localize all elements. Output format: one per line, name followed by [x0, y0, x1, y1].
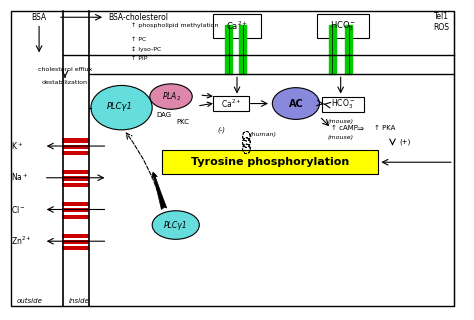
- Text: ↕ lyso-PC: ↕ lyso-PC: [131, 46, 161, 52]
- FancyBboxPatch shape: [162, 150, 378, 174]
- FancyBboxPatch shape: [213, 96, 249, 111]
- Text: Ca$^{2+}$: Ca$^{2+}$: [221, 97, 242, 110]
- FancyBboxPatch shape: [62, 170, 89, 174]
- Text: K$^+$: K$^+$: [11, 140, 23, 152]
- Text: (mouse): (mouse): [328, 119, 354, 124]
- Text: HCO$_3^-$: HCO$_3^-$: [330, 20, 356, 33]
- FancyBboxPatch shape: [62, 208, 89, 212]
- Ellipse shape: [150, 84, 192, 109]
- Text: (-): (-): [218, 126, 226, 133]
- Ellipse shape: [152, 211, 199, 239]
- Text: ROS: ROS: [433, 23, 449, 32]
- Text: Tyrosine phosphorylation: Tyrosine phosphorylation: [191, 157, 349, 167]
- Text: ↑ phospholipid methylation: ↑ phospholipid methylation: [131, 22, 219, 28]
- Text: ↑ PIP: ↑ PIP: [131, 56, 147, 61]
- Text: Ca$^{2+}$: Ca$^{2+}$: [226, 20, 248, 32]
- Text: outside: outside: [17, 298, 43, 304]
- Text: destabilization: destabilization: [42, 80, 88, 85]
- Ellipse shape: [91, 85, 152, 130]
- Text: (mouse): (mouse): [328, 135, 354, 140]
- Text: cholesterol efflux: cholesterol efflux: [38, 67, 92, 72]
- Text: Cl$^-$: Cl$^-$: [11, 204, 26, 215]
- Text: (human): (human): [249, 132, 276, 137]
- Text: ↑ cAMP: ↑ cAMP: [331, 125, 358, 131]
- FancyBboxPatch shape: [317, 14, 369, 38]
- Text: Na$^+$: Na$^+$: [11, 172, 28, 183]
- FancyBboxPatch shape: [62, 215, 89, 219]
- Ellipse shape: [273, 88, 319, 119]
- FancyBboxPatch shape: [62, 151, 89, 155]
- Text: ↑ PC: ↑ PC: [131, 37, 146, 42]
- FancyBboxPatch shape: [62, 177, 89, 180]
- Text: ↑ PKA: ↑ PKA: [374, 125, 395, 131]
- Text: DAG: DAG: [156, 112, 172, 117]
- Text: PLCγ1: PLCγ1: [164, 220, 188, 229]
- FancyBboxPatch shape: [62, 183, 89, 187]
- FancyBboxPatch shape: [213, 14, 261, 38]
- Text: ⇒: ⇒: [356, 123, 363, 132]
- FancyBboxPatch shape: [62, 202, 89, 206]
- FancyBboxPatch shape: [62, 139, 89, 142]
- FancyBboxPatch shape: [62, 246, 89, 251]
- FancyBboxPatch shape: [62, 145, 89, 149]
- FancyBboxPatch shape: [62, 234, 89, 238]
- FancyBboxPatch shape: [322, 97, 364, 112]
- Text: inside: inside: [69, 298, 90, 304]
- Text: PKC: PKC: [176, 118, 189, 124]
- Text: BSA: BSA: [32, 13, 46, 22]
- Text: Zn$^{2+}$: Zn$^{2+}$: [11, 235, 31, 247]
- Text: PLA$_2$: PLA$_2$: [162, 90, 181, 103]
- Text: AC: AC: [289, 99, 303, 108]
- Text: (+): (+): [400, 139, 411, 145]
- Text: PLCγ1: PLCγ1: [107, 101, 133, 111]
- Text: HCO$_3^-$: HCO$_3^-$: [331, 98, 355, 111]
- Text: BSA-cholesterol: BSA-cholesterol: [108, 13, 168, 22]
- Text: Tel1: Tel1: [434, 12, 449, 21]
- FancyBboxPatch shape: [62, 240, 89, 244]
